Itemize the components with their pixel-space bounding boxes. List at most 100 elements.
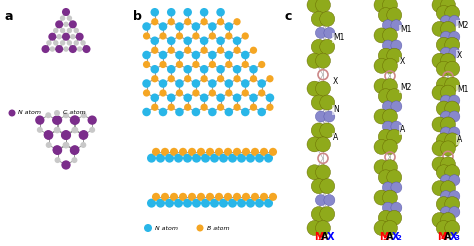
Circle shape (156, 154, 165, 163)
Circle shape (69, 45, 77, 53)
Circle shape (63, 22, 69, 27)
Text: 2: 2 (397, 235, 402, 241)
Circle shape (60, 28, 65, 33)
Circle shape (197, 148, 205, 156)
Circle shape (54, 127, 60, 133)
Text: N atom: N atom (155, 226, 178, 231)
Circle shape (73, 28, 79, 33)
Circle shape (440, 47, 451, 58)
Circle shape (215, 193, 223, 201)
Circle shape (168, 75, 175, 82)
Text: 2: 2 (318, 235, 323, 241)
Circle shape (225, 32, 232, 40)
Circle shape (54, 110, 60, 116)
Circle shape (174, 154, 183, 163)
Circle shape (67, 15, 72, 21)
Circle shape (249, 93, 258, 102)
Circle shape (224, 193, 232, 201)
Circle shape (233, 93, 241, 102)
Circle shape (46, 112, 51, 118)
Circle shape (440, 213, 456, 228)
Circle shape (383, 121, 393, 132)
Circle shape (449, 95, 460, 106)
Circle shape (374, 109, 389, 124)
Circle shape (255, 199, 264, 208)
Circle shape (60, 40, 65, 46)
Circle shape (315, 27, 327, 38)
Text: A: A (400, 125, 405, 135)
Circle shape (61, 131, 70, 140)
Circle shape (201, 47, 208, 54)
Circle shape (440, 0, 456, 13)
Circle shape (151, 8, 159, 16)
Circle shape (258, 61, 265, 68)
Text: X: X (450, 232, 457, 242)
Circle shape (266, 104, 273, 111)
Circle shape (70, 34, 75, 39)
Circle shape (436, 61, 451, 76)
Circle shape (152, 193, 160, 201)
Circle shape (201, 18, 208, 25)
Circle shape (53, 28, 58, 33)
Circle shape (241, 79, 249, 88)
Circle shape (71, 115, 80, 125)
Circle shape (383, 101, 393, 112)
Circle shape (311, 123, 326, 138)
Text: M: M (379, 232, 389, 242)
Circle shape (383, 182, 393, 193)
Circle shape (168, 47, 175, 54)
Circle shape (62, 33, 70, 41)
Circle shape (436, 197, 451, 212)
Circle shape (307, 165, 322, 180)
Circle shape (374, 139, 389, 154)
Circle shape (233, 18, 241, 25)
Circle shape (79, 130, 88, 139)
Circle shape (197, 225, 203, 231)
Circle shape (432, 21, 447, 36)
Circle shape (250, 75, 257, 82)
Circle shape (67, 28, 72, 33)
Circle shape (210, 199, 219, 208)
Circle shape (374, 190, 389, 205)
Circle shape (183, 199, 192, 208)
Circle shape (320, 123, 335, 138)
Circle shape (311, 11, 326, 26)
Circle shape (209, 61, 216, 68)
Circle shape (46, 142, 52, 148)
Circle shape (391, 182, 402, 193)
Circle shape (324, 195, 335, 206)
Circle shape (183, 8, 192, 16)
Circle shape (449, 207, 460, 217)
Circle shape (233, 75, 241, 82)
Circle shape (208, 22, 217, 31)
Circle shape (209, 89, 216, 97)
Circle shape (183, 93, 192, 102)
Circle shape (191, 108, 200, 116)
Text: M1: M1 (333, 33, 345, 43)
Circle shape (440, 181, 456, 196)
Text: A: A (444, 232, 452, 242)
Circle shape (378, 170, 393, 185)
Circle shape (54, 127, 60, 133)
Circle shape (374, 78, 389, 93)
Circle shape (73, 40, 79, 46)
Circle shape (264, 199, 273, 208)
Circle shape (449, 15, 460, 26)
Circle shape (445, 61, 460, 76)
Circle shape (269, 193, 277, 201)
Circle shape (445, 165, 460, 180)
Circle shape (191, 79, 200, 88)
Circle shape (151, 104, 158, 111)
Circle shape (183, 65, 192, 74)
Circle shape (67, 40, 72, 46)
Circle shape (206, 193, 214, 201)
Circle shape (184, 104, 191, 111)
Circle shape (233, 36, 241, 45)
Circle shape (251, 148, 259, 156)
Circle shape (184, 18, 191, 25)
Circle shape (307, 0, 322, 13)
Text: 3: 3 (455, 235, 460, 241)
Circle shape (264, 154, 273, 163)
Circle shape (378, 8, 393, 23)
Circle shape (445, 197, 460, 212)
